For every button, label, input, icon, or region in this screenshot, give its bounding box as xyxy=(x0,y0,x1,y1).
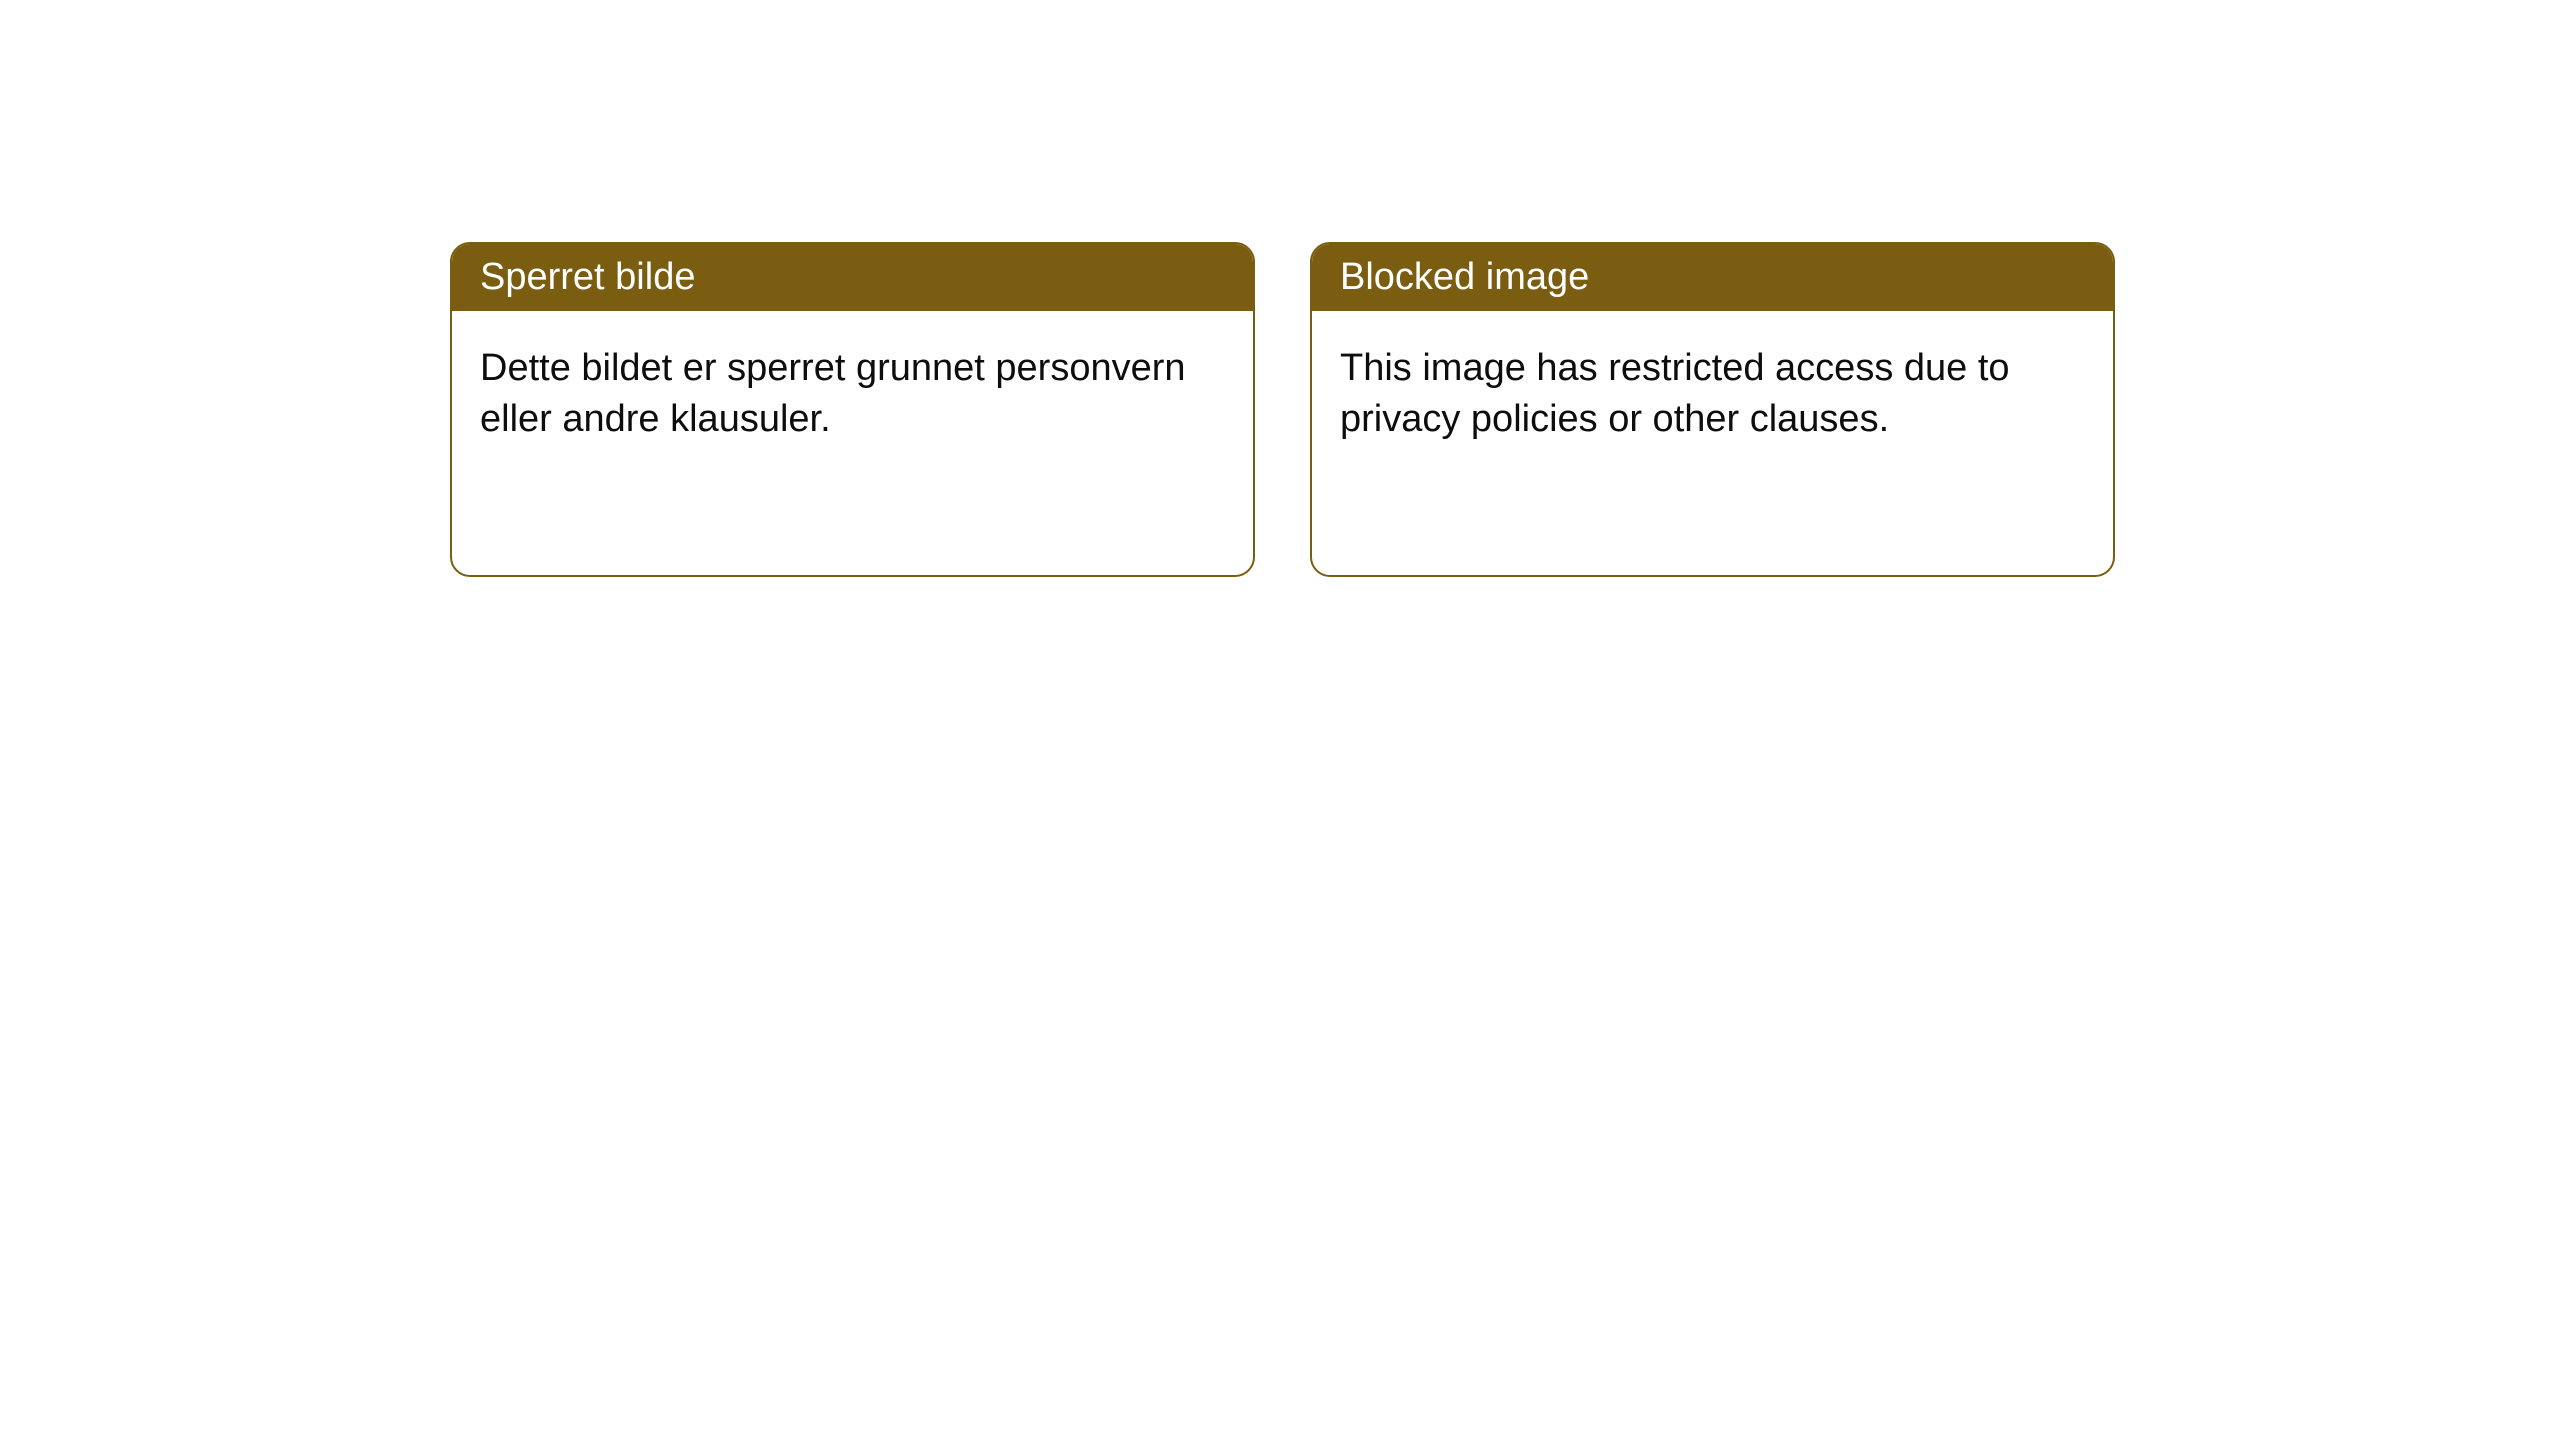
card-body-text: Dette bildet er sperret grunnet personve… xyxy=(480,347,1186,440)
card-body-text: This image has restricted access due to … xyxy=(1340,347,2010,440)
blocked-image-card-no: Sperret bilde Dette bildet er sperret gr… xyxy=(450,242,1255,577)
card-header: Sperret bilde xyxy=(452,244,1253,311)
card-title: Sperret bilde xyxy=(480,256,695,298)
card-body: Dette bildet er sperret grunnet personve… xyxy=(452,311,1253,478)
card-title: Blocked image xyxy=(1340,256,1589,298)
cards-container: Sperret bilde Dette bildet er sperret gr… xyxy=(450,242,2115,577)
blocked-image-card-en: Blocked image This image has restricted … xyxy=(1310,242,2115,577)
card-header: Blocked image xyxy=(1312,244,2113,311)
card-body: This image has restricted access due to … xyxy=(1312,311,2113,478)
